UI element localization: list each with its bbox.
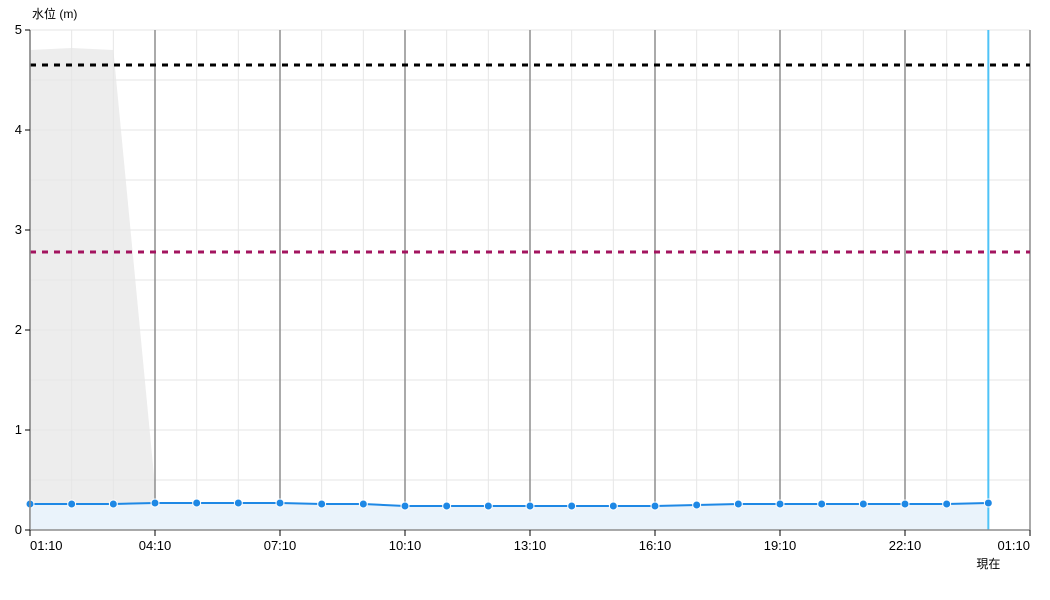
- data-point: [651, 502, 659, 510]
- data-point: [526, 502, 534, 510]
- y-axis-title: 水位 (m): [32, 6, 77, 21]
- data-point: [984, 499, 992, 507]
- data-point: [68, 500, 76, 508]
- data-point: [109, 500, 117, 508]
- data-point: [609, 502, 617, 510]
- data-point: [943, 500, 951, 508]
- x-tick-label: 13:10: [514, 538, 547, 553]
- chart-container: 0 1 2 3 4 5 01:10 04:10 07:10 10:10 13:10 16:10 19:1…: [0, 0, 1050, 600]
- data-point: [568, 502, 576, 510]
- x-tick-label: 01:10: [997, 538, 1030, 553]
- x-tick-label: 19:10: [764, 538, 797, 553]
- x-tick-label: 04:10: [139, 538, 172, 553]
- data-point: [776, 500, 784, 508]
- x-tick-label: 16:10: [639, 538, 672, 553]
- data-point: [484, 502, 492, 510]
- data-point: [901, 500, 909, 508]
- data-point: [859, 500, 867, 508]
- y-tick-label: 3: [15, 222, 22, 237]
- data-point: [151, 499, 159, 507]
- water-level-chart: 0 1 2 3 4 5 01:10 04:10 07:10 10:10 13:10 16:10 19:1…: [0, 0, 1050, 600]
- x-tick-label: 01:10: [30, 538, 63, 553]
- x-tick-label: 10:10: [389, 538, 422, 553]
- data-point: [359, 500, 367, 508]
- y-tick-label: 0: [15, 522, 22, 537]
- data-point: [276, 499, 284, 507]
- data-point: [818, 500, 826, 508]
- now-label: 現在: [976, 557, 1000, 571]
- y-tick-label: 5: [15, 22, 22, 37]
- x-tick-label: 07:10: [264, 538, 297, 553]
- data-point: [234, 499, 242, 507]
- data-point: [401, 502, 409, 510]
- data-point: [318, 500, 326, 508]
- y-tick-label: 1: [15, 422, 22, 437]
- data-point: [193, 499, 201, 507]
- y-tick-label: 4: [15, 122, 22, 137]
- y-tick-label: 2: [15, 322, 22, 337]
- x-tick-label: 22:10: [889, 538, 922, 553]
- data-point: [693, 501, 701, 509]
- data-point: [443, 502, 451, 510]
- data-point: [734, 500, 742, 508]
